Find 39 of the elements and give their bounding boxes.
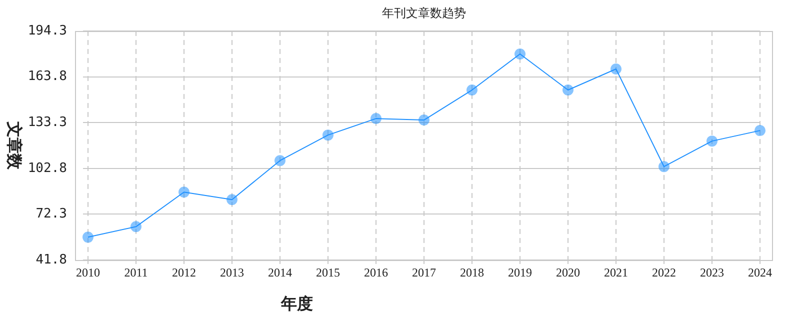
point: [706, 136, 718, 147]
chart-title: 年刊文章数趋势: [382, 6, 466, 20]
point: [754, 125, 766, 136]
x-tick-label: 2024: [748, 265, 772, 280]
x-tick-label: 2014: [268, 265, 292, 280]
x-tick-label: 2018: [460, 265, 484, 280]
x-tick-label: 2012: [172, 265, 196, 280]
point: [370, 113, 382, 124]
x-tick-label: 2011: [124, 265, 148, 280]
x-tick-label: 2019: [508, 265, 532, 280]
point: [562, 84, 574, 96]
point: [610, 63, 622, 74]
point: [130, 221, 142, 232]
x-tick-label: 2017: [412, 265, 436, 280]
y-tick-label: 194.3: [28, 23, 67, 38]
point: [226, 194, 238, 206]
y-tick-label: 102.8: [28, 160, 67, 176]
y-tick-label: 72.3: [36, 206, 67, 222]
point: [418, 114, 430, 126]
y-axis-title: 文章数: [4, 120, 23, 170]
x-tick-label: 2013: [220, 265, 244, 280]
x-tick-label: 2020: [556, 265, 580, 280]
x-tick-label: 2023: [700, 265, 724, 280]
point: [274, 155, 286, 166]
x-tick-label: 2015: [316, 265, 340, 280]
point: [322, 130, 334, 141]
x-tick-label: 2010: [76, 265, 100, 280]
x-tick-label: 2016: [364, 265, 388, 280]
x-axis-title: 年度: [280, 294, 313, 314]
point: [466, 84, 478, 96]
point: [658, 161, 670, 172]
y-tick-label: 41.8: [36, 252, 67, 268]
y-tick-label: 133.3: [28, 114, 67, 130]
x-tick-label: 2022: [652, 265, 676, 280]
point: [82, 232, 94, 243]
y-tick-label: 163.8: [28, 69, 67, 84]
x-tick-label: 2021: [604, 265, 628, 280]
point: [178, 186, 190, 198]
point: [514, 48, 526, 60]
